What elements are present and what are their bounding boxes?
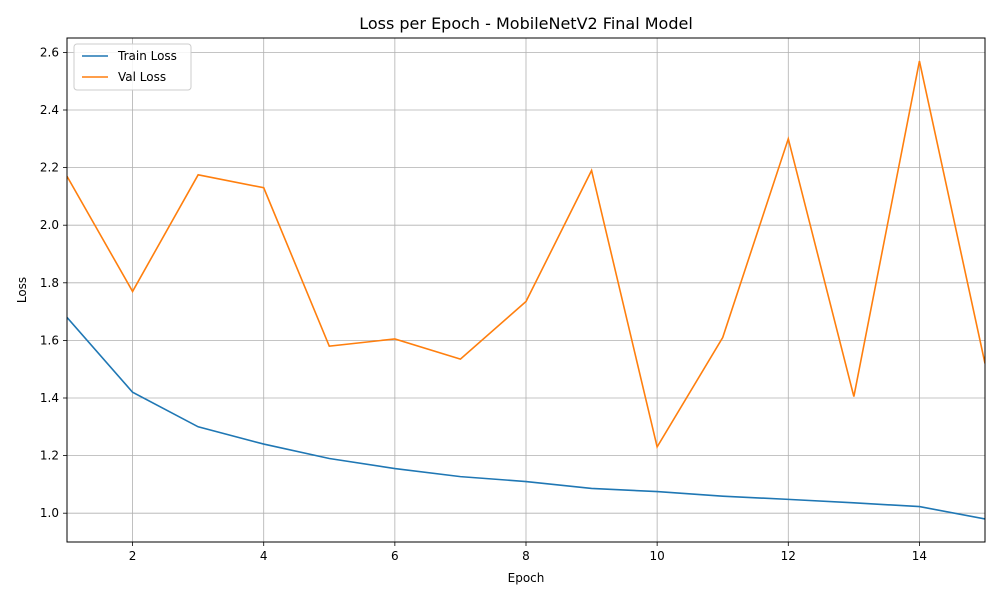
x-tick-label: 12 [781, 549, 796, 563]
x-axis-ticks: 2 4 6 8 10 12 14 [129, 542, 927, 563]
x-tick-label: 8 [522, 549, 530, 563]
x-tick-label: 2 [129, 549, 137, 563]
chart-title: Loss per Epoch - MobileNetV2 Final Model [359, 14, 693, 33]
y-tick-label: 2.0 [40, 218, 59, 232]
y-tick-label: 1.2 [40, 449, 59, 463]
series-line-train-loss [67, 316, 985, 520]
y-axis-ticks: 1.0 1.2 1.4 1.6 1.8 2.0 2.2 2.4 2.6 [40, 45, 67, 520]
y-tick-label: 2.6 [40, 45, 59, 59]
x-tick-label: 14 [912, 549, 927, 563]
x-axis-label: Epoch [508, 571, 545, 585]
y-tick-label: 1.8 [40, 276, 59, 290]
legend-label: Val Loss [118, 70, 166, 84]
y-axis-label: Loss [15, 277, 29, 303]
x-tick-label: 10 [650, 549, 665, 563]
x-tick-label: 6 [391, 549, 399, 563]
series-line-val-loss [67, 60, 985, 450]
y-tick-label: 1.6 [40, 333, 59, 347]
y-tick-label: 1.4 [40, 391, 59, 405]
legend: Train Loss Val Loss [73, 43, 192, 91]
x-tick-label: 4 [260, 549, 268, 563]
legend-label: Train Loss [117, 49, 177, 63]
plot-area [67, 60, 985, 520]
y-tick-label: 1.0 [40, 506, 59, 520]
y-tick-label: 2.4 [40, 103, 59, 117]
y-tick-label: 2.2 [40, 161, 59, 175]
grid-lines [67, 38, 985, 542]
